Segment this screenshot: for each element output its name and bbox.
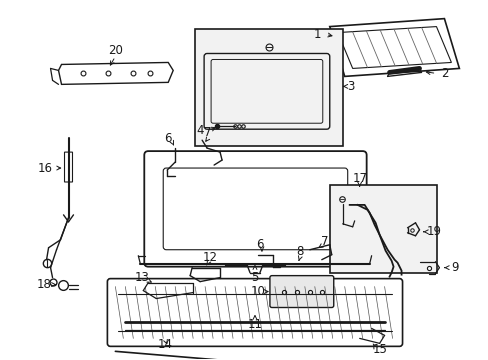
Text: 17: 17 — [351, 171, 366, 185]
Text: 3: 3 — [346, 80, 354, 93]
Text: 7: 7 — [204, 126, 211, 139]
Text: 6: 6 — [256, 238, 263, 251]
Text: 1: 1 — [313, 28, 321, 41]
Text: 2: 2 — [440, 67, 447, 80]
Text: 4: 4 — [196, 124, 203, 137]
Text: 8: 8 — [296, 245, 303, 258]
Text: 16: 16 — [38, 162, 53, 175]
Text: 18: 18 — [37, 278, 52, 291]
Bar — [195, 28, 342, 146]
Text: 5: 5 — [251, 271, 258, 284]
Text: 20: 20 — [108, 44, 122, 57]
Text: 11: 11 — [247, 318, 262, 331]
Text: 13: 13 — [135, 271, 149, 284]
Text: 15: 15 — [371, 343, 386, 356]
Text: 10: 10 — [250, 285, 265, 298]
Text: 19: 19 — [426, 225, 441, 238]
Text: 12: 12 — [202, 251, 217, 264]
Text: 9: 9 — [451, 261, 458, 274]
FancyBboxPatch shape — [269, 276, 333, 307]
Bar — [329, 185, 437, 273]
Text: 7: 7 — [320, 235, 328, 248]
Text: 6: 6 — [164, 132, 172, 145]
Text: 14: 14 — [158, 338, 172, 351]
